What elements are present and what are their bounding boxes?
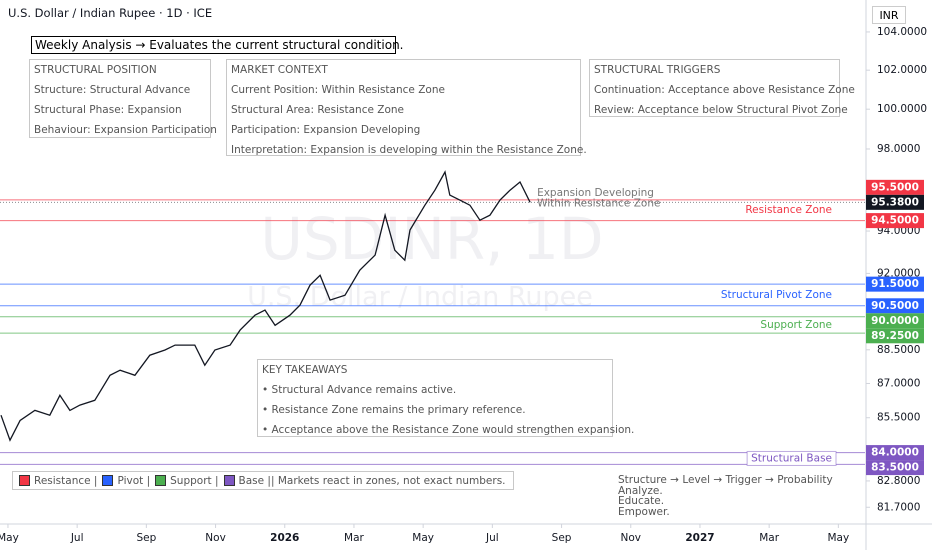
- zone-label: Resistance Zone: [745, 204, 832, 216]
- x-tick-label: Mar: [344, 532, 364, 544]
- footer-line: Educate.: [618, 495, 665, 507]
- panel-line: Structure: Structural Advance: [34, 84, 191, 96]
- panel-line: • Acceptance above the Resistance Zone w…: [262, 424, 635, 436]
- panel-line: Interpretation: Expansion is developing …: [231, 144, 587, 156]
- price-label: 95.5000: [871, 181, 919, 193]
- panel-line: Structural Phase: Expansion: [34, 104, 182, 116]
- price-label-box: [866, 194, 924, 210]
- currency-button[interactable]: INR: [872, 6, 906, 24]
- panel-line: Review: Acceptance below Structural Pivo…: [594, 104, 848, 116]
- panel-line: Continuation: Acceptance above Resistanc…: [594, 84, 855, 96]
- panel-title: KEY TAKEAWAYS: [262, 364, 348, 376]
- y-tick-label: 88.5000: [877, 344, 920, 356]
- watermark: USDINR, 1D: [260, 205, 603, 273]
- price-label: 83.5000: [871, 462, 919, 474]
- y-tick-label: 87.0000: [877, 377, 920, 389]
- legend-label: Resistance |: [34, 474, 98, 487]
- footer-line: Analyze.: [618, 484, 663, 497]
- price-label: 95.3800: [871, 196, 919, 208]
- price-label-box: [866, 328, 924, 344]
- x-tick-label: May: [827, 532, 849, 544]
- price-label-box: [866, 460, 924, 476]
- price-line: [0, 170, 531, 442]
- price-label: 91.5000: [871, 278, 919, 290]
- y-tick-label: 104.0000: [877, 26, 927, 38]
- price-label: 89.2500: [871, 330, 919, 342]
- y-tick-label: 82.8000: [877, 475, 920, 487]
- panel-line: Current Position: Within Resistance Zone: [231, 84, 445, 96]
- legend-label: Pivot |: [117, 474, 151, 487]
- x-tick-label: Sep: [552, 532, 572, 544]
- panel-title: STRUCTURAL POSITION: [34, 64, 157, 76]
- x-tick-label: Sep: [136, 532, 156, 544]
- panel-line: • Resistance Zone remains the primary re…: [262, 404, 526, 416]
- x-tick-label: Jul: [70, 532, 84, 544]
- panel-title: STRUCTURAL TRIGGERS: [594, 64, 721, 76]
- panel-title: MARKET CONTEXT: [231, 64, 328, 76]
- zone-label: Support Zone: [760, 319, 832, 331]
- watermark: U.S. Dollar / Indian Rupee: [247, 282, 593, 313]
- panel-line: • Structural Advance remains active.: [262, 384, 457, 396]
- footer: Structure → Level → Trigger → Probabilit…: [618, 475, 833, 517]
- x-tick-label: 2027: [685, 532, 714, 544]
- y-tick-label: 98.0000: [877, 143, 920, 155]
- price-label-box: [866, 179, 924, 195]
- price-label: 94.5000: [871, 215, 919, 227]
- annotation: Expansion Developing: [537, 187, 654, 199]
- x-tick-label: Mar: [759, 532, 779, 544]
- panel-line: Structural Area: Resistance Zone: [231, 104, 404, 116]
- price-label-box: [866, 298, 924, 314]
- x-tick-label: Jul: [485, 532, 499, 544]
- legend-swatch: [102, 475, 114, 486]
- x-tick-label: Nov: [205, 532, 226, 544]
- zone-label: Structural Pivot Zone: [721, 289, 832, 301]
- panel: STRUCTURAL POSITION Structure: Structura…: [29, 59, 217, 138]
- zone-label-box: [746, 450, 837, 466]
- chart-title: U.S. Dollar / Indian Rupee · 1D · ICE: [8, 6, 213, 20]
- panel: MARKET CONTEXT Current Position: Within …: [226, 59, 587, 156]
- x-tick-label: May: [412, 532, 434, 544]
- y-tick-label: 92.0000: [877, 267, 920, 279]
- legend: Resistance | Pivot | Support | Base || Mark…: [12, 471, 514, 490]
- footer-line: Empower.: [618, 505, 670, 518]
- panel: KEY TAKEAWAYS • Structural Advance remai…: [257, 359, 635, 437]
- legend-label: Support |: [170, 474, 219, 487]
- price-label-box: [866, 276, 924, 292]
- price-label-box: [866, 213, 924, 229]
- price-label: 84.0000: [871, 447, 919, 459]
- legend-swatch: [223, 475, 235, 486]
- y-tick-label: 100.0000: [877, 103, 927, 115]
- x-tick-label: May: [0, 532, 19, 544]
- y-tick-label: 85.5000: [877, 412, 920, 424]
- x-tick-label: 2026: [270, 532, 299, 544]
- panel: STRUCTURAL TRIGGERS Continuation: Accept…: [589, 59, 855, 117]
- panel-line: Behaviour: Expansion Participation: [34, 124, 217, 136]
- price-label-box: [866, 313, 924, 329]
- legend-label: Base || Markets react in zones, not exac…: [238, 474, 506, 487]
- headline: Weekly Analysis → Evaluates the current …: [31, 36, 403, 54]
- price-label: 90.5000: [871, 300, 919, 312]
- price-label: 90.0000: [871, 315, 919, 327]
- x-tick-label: Nov: [621, 532, 642, 544]
- legend-swatch: [155, 475, 167, 486]
- legend-swatch: [19, 475, 30, 486]
- y-tick-label: 102.0000: [877, 64, 927, 76]
- annotation: Within Resistance Zone: [537, 198, 660, 210]
- footer-line: Structure → Level → Trigger → Probabilit…: [618, 474, 833, 486]
- y-tick-label: 81.7000: [877, 501, 920, 513]
- panel-line: Participation: Expansion Developing: [231, 124, 421, 136]
- price-label-box: [866, 445, 924, 461]
- zone-label: Structural Base: [751, 452, 832, 464]
